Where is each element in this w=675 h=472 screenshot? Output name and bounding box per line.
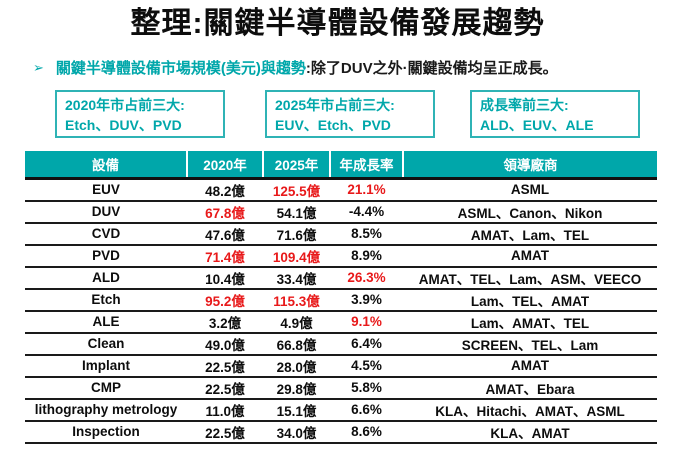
table-cell: Implant <box>25 354 187 378</box>
table-cell: 47.6億 <box>187 222 263 246</box>
column-header-growth: 年成長率 <box>330 151 404 180</box>
table-row: CMP 22.5億 29.8億 5.8% AMAT、Ebara <box>25 376 657 400</box>
table-cell: 6.4% <box>330 332 403 356</box>
table-cell: DUV <box>25 200 187 224</box>
callout-line2: EUV、Etch、PVD <box>275 117 391 133</box>
table-cell: ALD <box>25 266 187 290</box>
callout-line1: 成長率前三大: <box>480 97 569 113</box>
bullet-arrow-icon: ➢ <box>33 60 44 75</box>
table-cell: 109.4億 <box>263 244 330 268</box>
callout-line1: 2020年市占前三大: <box>65 97 185 113</box>
page-title: 整理:關鍵半導體設備發展趨勢 <box>130 7 545 40</box>
table-row: PVD 71.4億 109.4億 8.9% AMAT <box>25 244 657 268</box>
table-cell: 95.2億 <box>187 288 263 312</box>
table-cell: ALE <box>25 310 187 334</box>
callout-line2: ALD、EUV、ALE <box>480 117 594 133</box>
table-cell: 4.9億 <box>263 310 330 334</box>
table-row: Inspection 22.5億 34.0億 8.6% KLA、AMAT <box>25 420 657 444</box>
table-cell: 21.1% <box>330 178 403 202</box>
table-cell: 8.6% <box>330 420 403 444</box>
bullet-rest: :除了DUV之外·關鍵設備均呈正成長。 <box>305 60 558 77</box>
column-header-2025: 2025年 <box>263 151 331 180</box>
table-cell: 15.1億 <box>263 398 330 422</box>
table-cell: CVD <box>25 222 187 246</box>
table-cell: 29.8億 <box>263 376 330 400</box>
table-cell: 71.6億 <box>263 222 330 246</box>
table-cell: 11.0億 <box>187 398 263 422</box>
table-cell: KLA、AMAT <box>403 420 657 444</box>
table-row: ALE 3.2億 4.9億 9.1% Lam、AMAT、TEL <box>25 310 657 334</box>
table-cell: 22.5億 <box>187 354 263 378</box>
table-cell: 115.3億 <box>263 288 330 312</box>
table-row: ALD 10.4億 33.4億 26.3% AMAT、TEL、Lam、ASM、VEECO <box>25 266 657 290</box>
table-cell: Etch <box>25 288 187 312</box>
callout-line2: Etch、DUV、PVD <box>65 117 182 133</box>
table-row: Etch 95.2億 115.3億 3.9% Lam、TEL、AMAT <box>25 288 657 312</box>
bullet-highlight: 關鍵半導體設備市場規模(美元)與趨勢 <box>55 60 306 77</box>
table-cell: 22.5億 <box>187 376 263 400</box>
table-cell: Lam、TEL、AMAT <box>403 288 657 312</box>
table-header-row: 設備 2020年 2025年 年成長率 領導廠商 <box>25 151 657 180</box>
table-cell: 125.5億 <box>263 178 330 202</box>
table-row: EUV 48.2億 125.5億 21.1% ASML <box>25 178 657 202</box>
table-cell: Lam、AMAT、TEL <box>403 310 657 334</box>
table-cell: -4.4% <box>330 200 403 224</box>
table-cell: AMAT、TEL、Lam、ASM、VEECO <box>403 266 657 290</box>
equipment-table: 設備 2020年 2025年 年成長率 領導廠商 EUV 48.2億 125.5億 2… <box>25 151 657 444</box>
table-row: lithography metrology 11.0億 15.1億 6.6% KLA、H… <box>25 398 657 422</box>
table-cell: 67.8億 <box>187 200 263 224</box>
column-header-vendors: 領導廠商 <box>403 151 657 180</box>
column-header-device: 設備 <box>25 151 188 180</box>
table-cell: SCREEN、TEL、Lam <box>403 332 657 356</box>
table-cell: 33.4億 <box>263 266 330 290</box>
table-row: Implant 22.5億 28.0億 4.5% AMAT <box>25 354 657 378</box>
table-cell: 6.6% <box>330 398 403 422</box>
table-cell: 71.4億 <box>187 244 263 268</box>
table-cell: AMAT、Ebara <box>403 376 657 400</box>
table-cell: 5.8% <box>330 376 403 400</box>
table-cell: EUV <box>25 178 187 202</box>
table-cell: AMAT <box>403 244 657 268</box>
table-cell: Clean <box>25 332 187 356</box>
table-cell: KLA、Hitachi、AMAT、ASML <box>403 398 657 422</box>
table-row: Clean 49.0億 66.8億 6.4% SCREEN、TEL、Lam <box>25 332 657 356</box>
table-cell: ASML、Canon、Nikon <box>403 200 657 224</box>
table-cell: Inspection <box>25 420 187 444</box>
slide: 整理:關鍵半導體設備發展趨勢 ➢ 關鍵半導體設備市場規模(美元)與趨勢:除了DUV… <box>0 5 675 472</box>
table-cell: 54.1億 <box>263 200 330 224</box>
table-cell: lithography metrology <box>25 398 187 422</box>
callout-growth-top3: 成長率前三大: ALD、EUV、ALE <box>470 90 640 138</box>
column-header-2020: 2020年 <box>187 151 264 180</box>
table-cell: 8.5% <box>330 222 403 246</box>
equipment-table-body: EUV 48.2億 125.5億 21.1% ASML DUV 67.8億 54.1億 -4.4… <box>25 178 657 444</box>
bullet-line: ➢ 關鍵半導體設備市場規模(美元)與趨勢:除了DUV之外·關鍵設備均呈正成長。 <box>33 58 675 79</box>
table-cell: 28.0億 <box>263 354 330 378</box>
table-cell: 4.5% <box>330 354 403 378</box>
table-cell: 66.8億 <box>263 332 330 356</box>
table-cell: ASML <box>403 178 657 202</box>
table-cell: 8.9% <box>330 244 403 268</box>
table-cell: AMAT <box>403 354 657 378</box>
table-cell: 10.4億 <box>187 266 263 290</box>
table-cell: 49.0億 <box>187 332 263 356</box>
table-cell: 26.3% <box>330 266 403 290</box>
table-cell: AMAT、Lam、TEL <box>403 222 657 246</box>
callout-line1: 2025年市占前三大: <box>275 97 395 113</box>
table-row: CVD 47.6億 71.6億 8.5% AMAT、Lam、TEL <box>25 222 657 246</box>
table-cell: CMP <box>25 376 187 400</box>
callout-2025-top3: 2025年市占前三大: EUV、Etch、PVD <box>265 90 435 138</box>
table-cell: 9.1% <box>330 310 403 334</box>
table-row: DUV 67.8億 54.1億 -4.4% ASML、Canon、Nikon <box>25 200 657 224</box>
table-cell: 22.5億 <box>187 420 263 444</box>
callout-row: 2020年市占前三大: Etch、DUV、PVD 2025年市占前三大: EUV… <box>0 90 675 138</box>
table-cell: 3.9% <box>330 288 403 312</box>
table-cell: 48.2億 <box>187 178 263 202</box>
callout-2020-top3: 2020年市占前三大: Etch、DUV、PVD <box>55 90 225 138</box>
table-cell: 34.0億 <box>263 420 330 444</box>
table-cell: PVD <box>25 244 187 268</box>
table-cell: 3.2億 <box>187 310 263 334</box>
